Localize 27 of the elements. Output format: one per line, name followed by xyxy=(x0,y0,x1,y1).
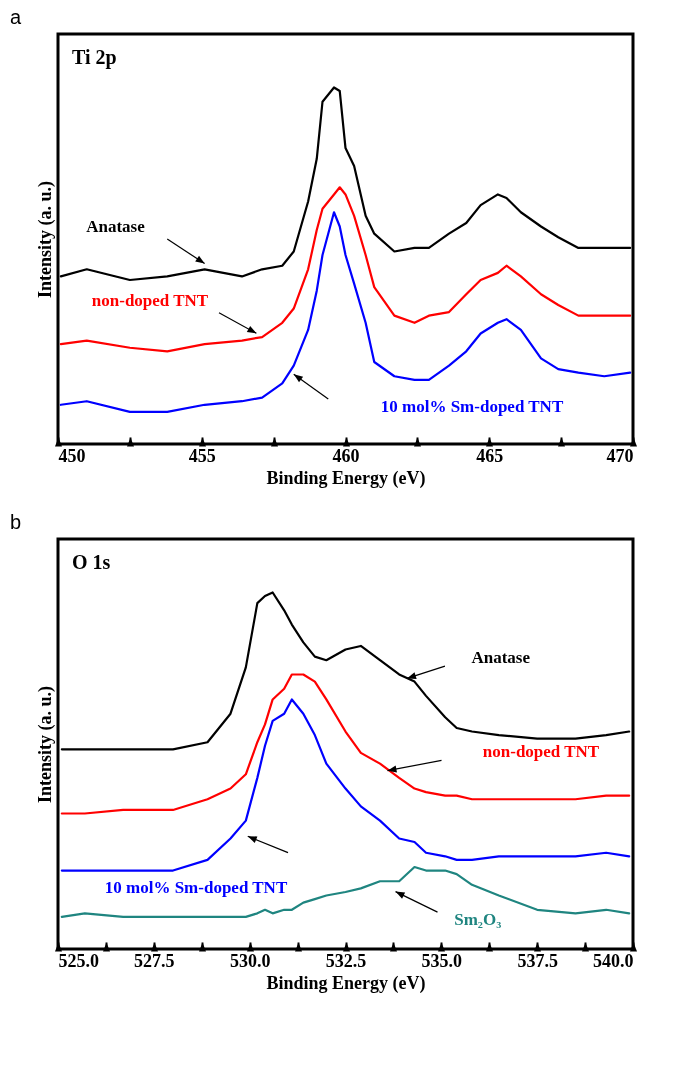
text: Ti 2p xyxy=(72,46,117,69)
chart-title: a xyxy=(10,6,22,28)
x-tick-label: 455 xyxy=(188,445,216,466)
x-tick-label: 530.0 xyxy=(229,950,271,971)
chart-title: b xyxy=(10,511,22,533)
x-tick-label: 540.0 xyxy=(593,950,634,971)
series-label: 10 mol% Sm-doped TNT xyxy=(380,397,564,417)
text: Anatase xyxy=(471,647,531,667)
series-label: 10 mol% Sm-doped TNT xyxy=(104,877,288,897)
x-tick-label: 532.5 xyxy=(325,950,367,971)
x-tick-label: 525.0 xyxy=(58,950,99,971)
text: O 1s xyxy=(72,551,111,573)
x-axis-title: Binding Energy (eV) xyxy=(266,467,426,489)
x-tick-label: 465 xyxy=(476,445,504,466)
x-tick-label: 535.0 xyxy=(421,950,463,971)
y-axis-title: Intensity (a. u.) xyxy=(34,685,56,804)
x-axis-title: Binding Energy (eV) xyxy=(266,972,426,994)
y-axis-title: Intensity (a. u.) xyxy=(34,180,56,299)
series-label: non-doped TNT xyxy=(91,290,209,310)
x-tick-label: 537.5 xyxy=(517,950,558,971)
x-tick-label: 470 xyxy=(606,445,634,466)
x-tick-label: 527.5 xyxy=(134,950,175,971)
series-label: Anatase xyxy=(86,216,146,236)
x-tick-label: 450 xyxy=(58,445,86,466)
x-tick-label: 460 xyxy=(332,445,360,466)
text: non-doped TNT xyxy=(482,742,600,762)
series-label: Sm₂O₃ xyxy=(454,910,502,930)
